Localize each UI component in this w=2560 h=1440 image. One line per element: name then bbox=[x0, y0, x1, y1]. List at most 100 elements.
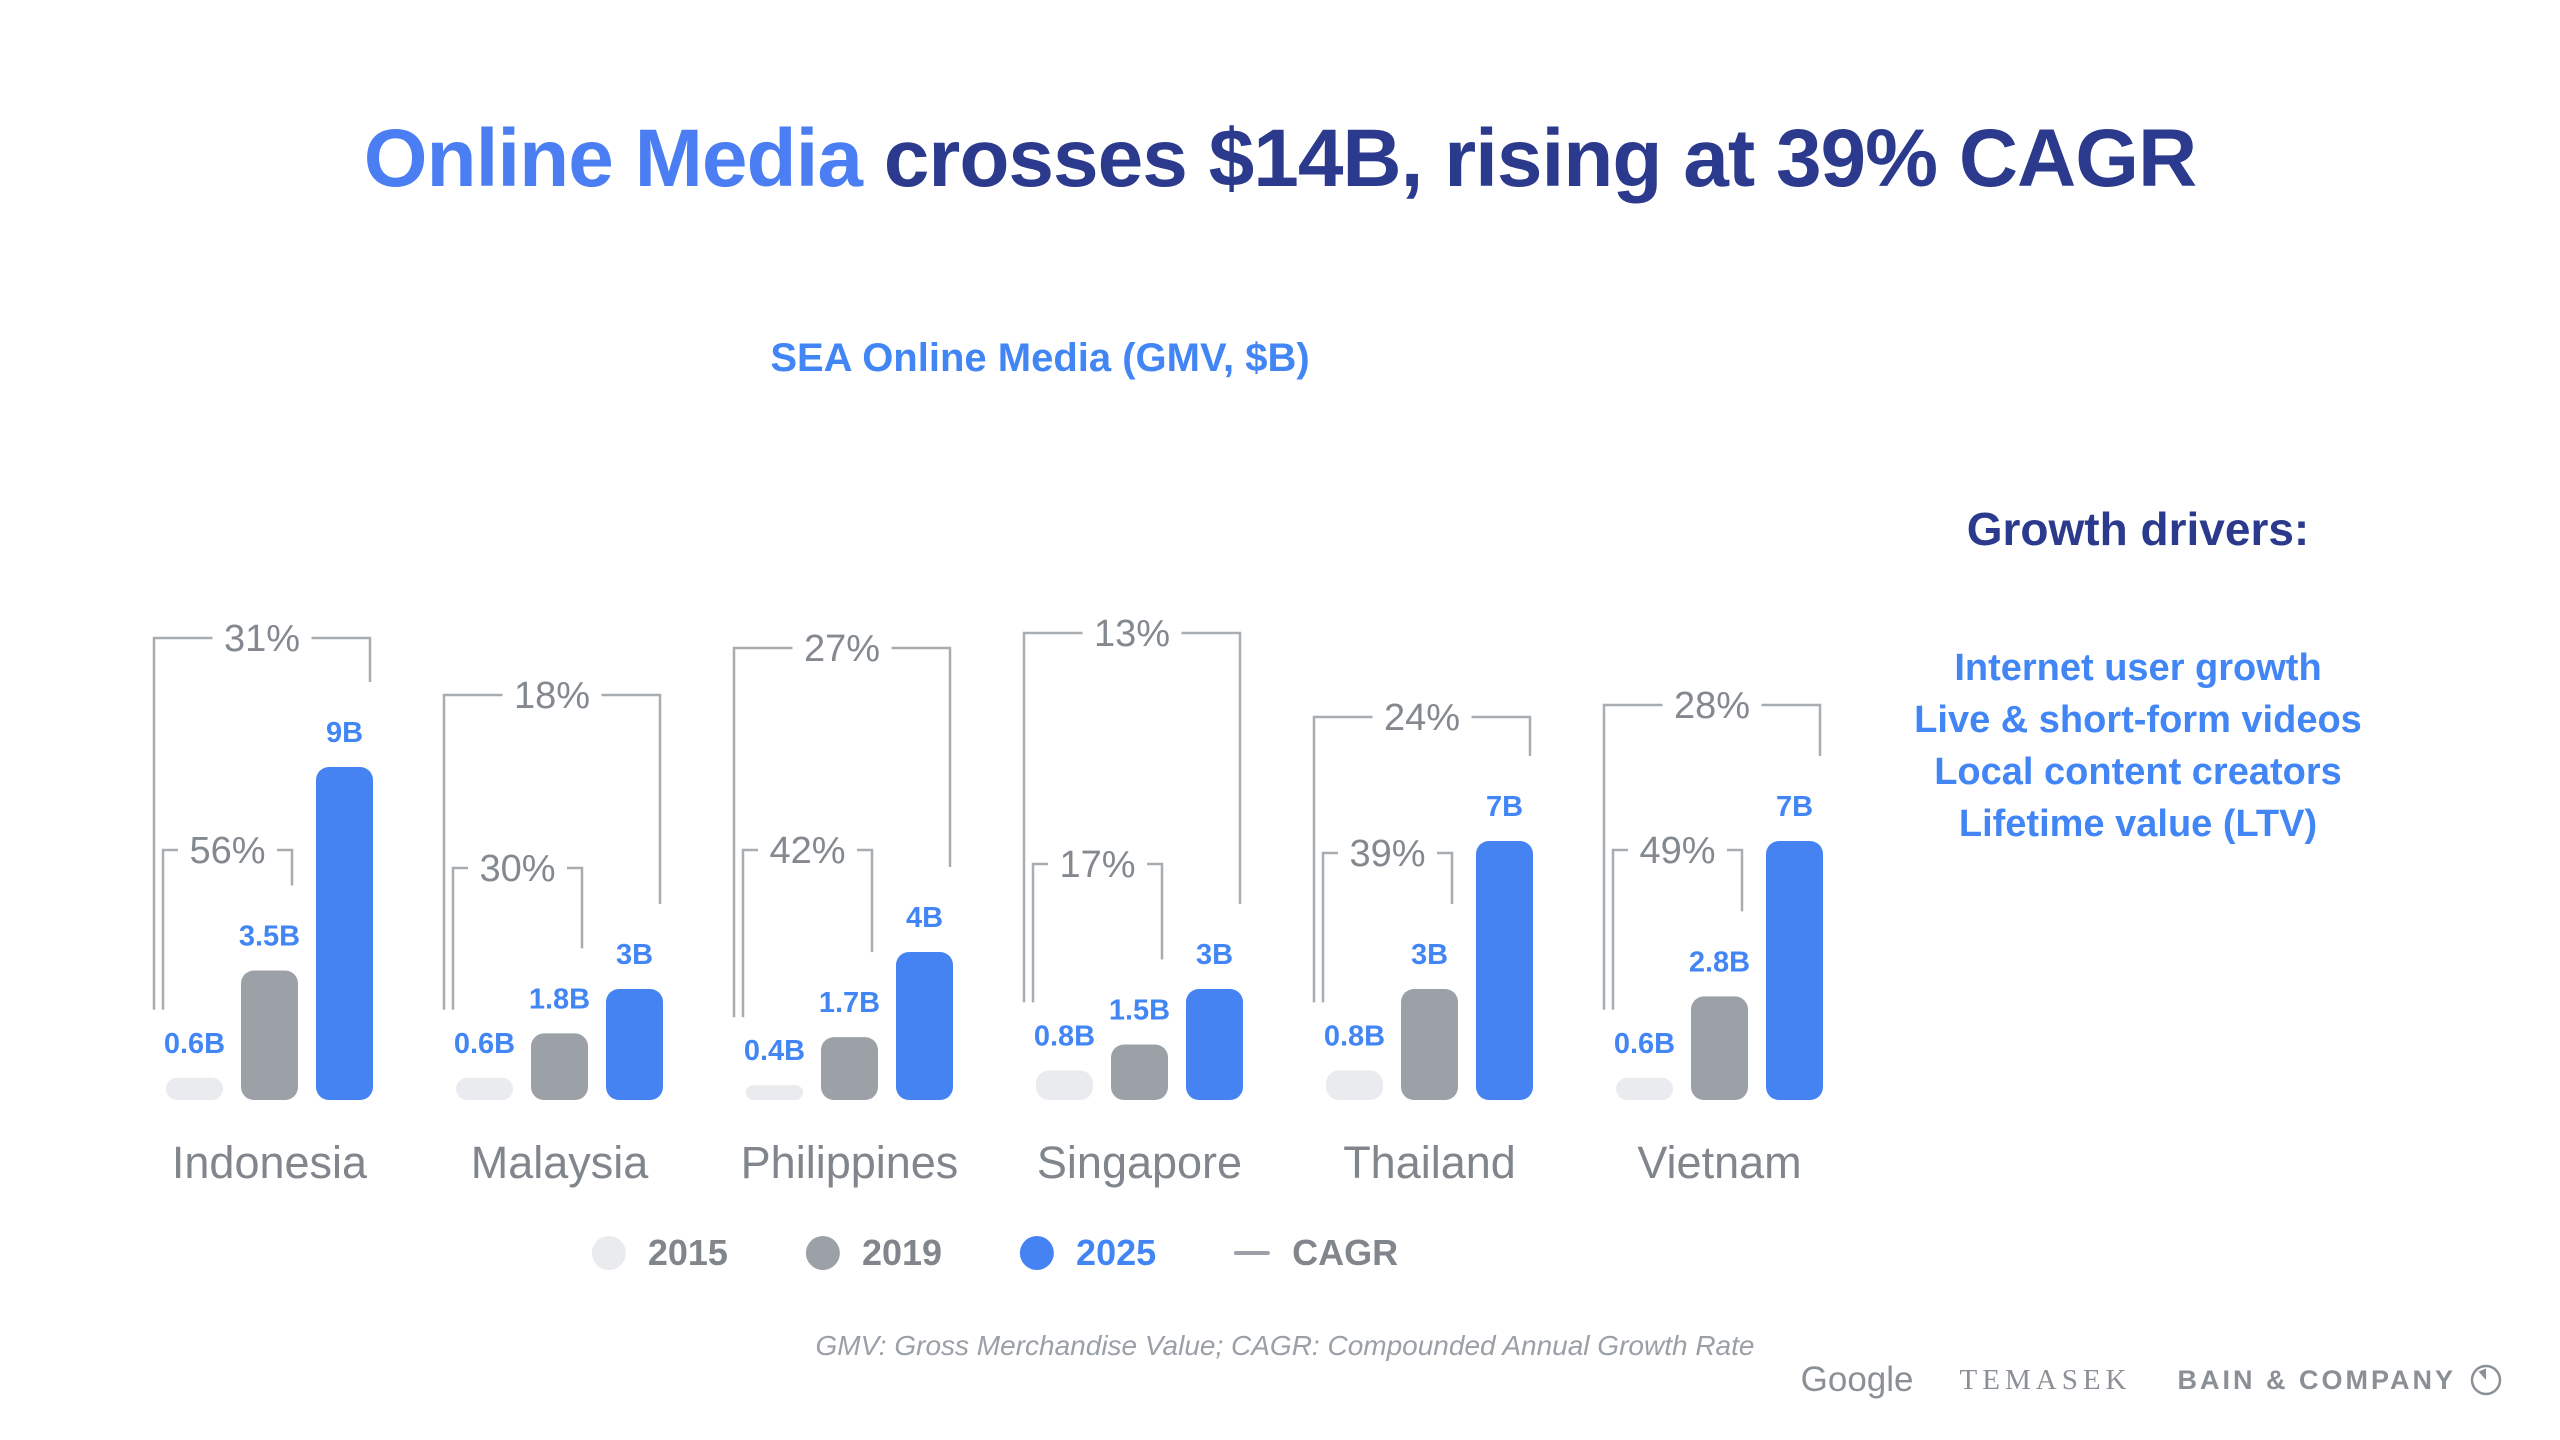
value-label-indonesia-2025: 9B bbox=[326, 717, 363, 749]
cagr-label-inner-indonesia: 56% bbox=[189, 830, 265, 872]
value-label-singapore-2025: 3B bbox=[1196, 939, 1233, 971]
bar-philippines-2015 bbox=[746, 1085, 803, 1100]
cagr-label-outer-vietnam: 28% bbox=[1674, 685, 1750, 727]
legend-dot-2015-icon bbox=[591, 1236, 626, 1270]
category-label-indonesia: Indonesia bbox=[172, 1137, 368, 1188]
cagr-label-bg-outer-malaysia bbox=[502, 672, 602, 718]
category-label-malaysia: Malaysia bbox=[471, 1137, 650, 1188]
bar-thailand-2015 bbox=[1326, 1070, 1383, 1100]
value-label-indonesia-2015: 0.6B bbox=[164, 1028, 225, 1060]
bars-layer bbox=[166, 767, 1823, 1100]
bar-vietnam-2019 bbox=[1691, 996, 1748, 1100]
value-label-singapore-2015: 0.8B bbox=[1034, 1020, 1095, 1052]
bar-indonesia-2015 bbox=[166, 1077, 223, 1100]
legend-item-2019: 2019 bbox=[805, 1232, 942, 1274]
bar-singapore-2025 bbox=[1186, 989, 1243, 1100]
cagr-label-bg-inner-thailand bbox=[1338, 830, 1437, 876]
legend-dot-2025-icon bbox=[1020, 1236, 1055, 1270]
legend-item-2015: 2015 bbox=[591, 1232, 728, 1274]
legend-dot-2019-icon bbox=[805, 1236, 840, 1270]
bar-singapore-2019 bbox=[1111, 1044, 1168, 1100]
cagr-bracket-inner-vietnam bbox=[1611, 848, 1744, 1010]
bar-thailand-2019 bbox=[1401, 989, 1458, 1100]
bar-vietnam-2015 bbox=[1616, 1077, 1673, 1100]
value-label-vietnam-2019: 2.8B bbox=[1689, 946, 1750, 978]
cagr-label-inner-philippines: 42% bbox=[769, 830, 845, 872]
bar-thailand-2025 bbox=[1476, 841, 1533, 1100]
labels-layer: 0.6B 3.5B 9B Indonesia 0.6B 1.8B 3B Malaysia 0.4… bbox=[164, 717, 1813, 1188]
cagr-label-bg-inner-singapore bbox=[1048, 841, 1147, 887]
cagr-brackets-layer: 31% 56% 18% 30% 27% 42% 13% 17% 24% 39% 28% 49% bbox=[152, 610, 1822, 1018]
value-label-philippines-2019: 1.7B bbox=[819, 987, 880, 1019]
legend-label-2015: 2015 bbox=[647, 1232, 728, 1273]
cagr-label-bg-outer-philippines bbox=[792, 625, 892, 671]
cagr-label-bg-inner-indonesia bbox=[178, 827, 277, 873]
legend-dash-cagr-icon bbox=[1234, 1251, 1271, 1255]
growth-drivers-heading: Growth drivers: bbox=[1966, 503, 2310, 555]
bar-vietnam-2025 bbox=[1766, 841, 1823, 1100]
cagr-label-inner-malaysia: 30% bbox=[479, 848, 555, 890]
growth-driver-item: Live & short-form videos bbox=[1914, 699, 2362, 741]
cagr-label-bg-outer-thailand bbox=[1372, 694, 1472, 740]
bain-logo-text: BAIN & COMPANY bbox=[2177, 1364, 2456, 1395]
bar-indonesia-2019 bbox=[241, 970, 298, 1100]
cagr-label-inner-vietnam: 49% bbox=[1639, 830, 1715, 872]
value-label-malaysia-2015: 0.6B bbox=[454, 1028, 515, 1060]
bar-malaysia-2015 bbox=[456, 1077, 513, 1100]
value-label-philippines-2025: 4B bbox=[906, 902, 943, 934]
cagr-label-bg-outer-vietnam bbox=[1662, 682, 1762, 728]
value-label-malaysia-2025: 3B bbox=[616, 939, 653, 971]
legend-item-cagr: CAGR bbox=[1234, 1232, 1398, 1274]
bar-philippines-2019 bbox=[821, 1037, 878, 1100]
cagr-label-bg-inner-malaysia bbox=[468, 845, 567, 891]
bar-singapore-2015 bbox=[1036, 1070, 1093, 1100]
legend-label-2025: 2025 bbox=[1076, 1232, 1157, 1273]
value-label-vietnam-2015: 0.6B bbox=[1614, 1028, 1675, 1060]
title-rest: crosses $14B, rising at 39% CAGR bbox=[862, 113, 2197, 204]
value-label-indonesia-2019: 3.5B bbox=[239, 921, 300, 953]
page-title: Online Media crosses $14B, rising at 39%… bbox=[363, 112, 2198, 206]
cagr-label-outer-singapore: 13% bbox=[1094, 613, 1170, 655]
cagr-label-outer-philippines: 27% bbox=[804, 628, 880, 670]
bar-malaysia-2019 bbox=[531, 1033, 588, 1100]
legend-label-cagr: CAGR bbox=[1292, 1232, 1399, 1273]
cagr-label-outer-malaysia: 18% bbox=[514, 675, 590, 717]
bar-indonesia-2025 bbox=[316, 767, 373, 1100]
cagr-label-bg-outer-singapore bbox=[1082, 610, 1182, 656]
footnote: GMV: Gross Merchandise Value; CAGR: Comp… bbox=[815, 1330, 1755, 1361]
value-label-singapore-2019: 1.5B bbox=[1109, 995, 1170, 1027]
logo-bar: Google TEMASEK BAIN & COMPANY bbox=[1801, 1360, 2504, 1400]
bar-malaysia-2025 bbox=[606, 989, 663, 1100]
temasek-logo: TEMASEK bbox=[1959, 1363, 2132, 1396]
cagr-label-bg-inner-philippines bbox=[758, 827, 857, 873]
growth-drivers-panel: Growth drivers: Internet user growth Liv… bbox=[1758, 502, 2518, 850]
value-label-malaysia-2019: 1.8B bbox=[529, 983, 590, 1015]
bain-logo: BAIN & COMPANY bbox=[2177, 1362, 2504, 1398]
value-label-thailand-2019: 3B bbox=[1411, 939, 1448, 971]
category-label-singapore: Singapore bbox=[1037, 1137, 1242, 1188]
value-label-vietnam-2025: 7B bbox=[1776, 791, 1813, 823]
google-logo: Google bbox=[1800, 1360, 1914, 1399]
cagr-label-outer-thailand: 24% bbox=[1384, 697, 1460, 739]
bar-philippines-2025 bbox=[896, 952, 953, 1100]
chart-legend: 2015 2019 2025 CAGR bbox=[591, 1232, 1398, 1274]
value-label-thailand-2025: 7B bbox=[1486, 791, 1523, 823]
cagr-label-bg-inner-vietnam bbox=[1628, 827, 1727, 873]
growth-driver-item: Internet user growth bbox=[1954, 647, 2322, 689]
cagr-label-inner-thailand: 39% bbox=[1349, 833, 1425, 875]
title-highlight: Online Media bbox=[363, 113, 863, 204]
value-label-philippines-2015: 0.4B bbox=[744, 1035, 805, 1067]
bain-logo-mark-icon bbox=[2470, 1364, 2502, 1396]
value-label-thailand-2015: 0.8B bbox=[1324, 1020, 1385, 1052]
cagr-label-outer-indonesia: 31% bbox=[224, 618, 300, 660]
cagr-label-inner-singapore: 17% bbox=[1059, 844, 1135, 886]
growth-driver-item: Local content creators bbox=[1934, 751, 2342, 793]
chart-title: SEA Online Media (GMV, $B) bbox=[770, 336, 1310, 380]
category-label-philippines: Philippines bbox=[741, 1137, 959, 1188]
growth-driver-item: Lifetime value (LTV) bbox=[1958, 803, 2318, 845]
category-label-vietnam: Vietnam bbox=[1637, 1137, 1801, 1188]
growth-drivers-list: Internet user growth Live & short-form v… bbox=[1758, 642, 2518, 850]
cagr-label-bg-outer-indonesia bbox=[212, 615, 312, 661]
